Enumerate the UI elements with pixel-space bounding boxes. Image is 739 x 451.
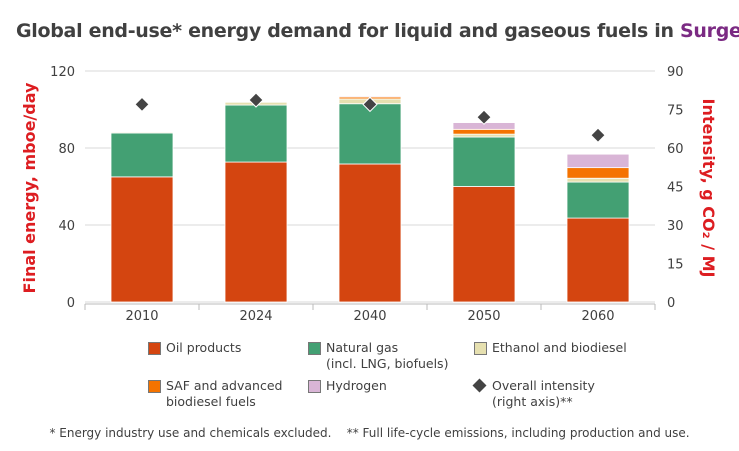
y-axis-label: Final energy, mboe/day bbox=[20, 82, 39, 294]
y-tick-label: 120 bbox=[50, 65, 75, 80]
intensity-marker bbox=[590, 127, 606, 143]
intensity-marker bbox=[248, 92, 264, 108]
legend-label: Hydrogen bbox=[326, 378, 387, 393]
bar-segment bbox=[110, 132, 174, 178]
bar-segment bbox=[566, 181, 630, 219]
legend-swatch bbox=[308, 380, 321, 393]
y-tick-label: 0 bbox=[67, 296, 75, 311]
bar-segment bbox=[224, 161, 288, 303]
bar-segment bbox=[110, 131, 174, 134]
title-scenario: Surge bbox=[680, 20, 739, 42]
x-tick-label: 2050 bbox=[467, 309, 500, 324]
y2-tick-label: 15 bbox=[667, 258, 684, 273]
legend-label: SAF and advanced biodiesel fuels bbox=[166, 378, 283, 409]
y2-tick-label: 30 bbox=[667, 219, 684, 234]
y2-tick-label: 0 bbox=[667, 296, 675, 311]
bar-segment bbox=[452, 133, 516, 138]
legend-label: Oil products bbox=[166, 340, 242, 355]
bar-segment bbox=[566, 177, 630, 183]
title-text: Global end-use* energy demand for liquid… bbox=[16, 20, 681, 42]
intensity-marker bbox=[476, 109, 492, 125]
y2-tick-label: 75 bbox=[667, 104, 684, 119]
footnote: * Energy industry use and chemicals excl… bbox=[49, 426, 690, 440]
y2-tick-label: 45 bbox=[667, 181, 684, 196]
legend-label: Natural gas (incl. LNG, biofuels) bbox=[326, 340, 449, 371]
bar-segment bbox=[338, 163, 402, 303]
y2-tick-label: 90 bbox=[667, 65, 684, 80]
legend-swatch bbox=[474, 342, 487, 355]
bar-segment bbox=[566, 153, 630, 169]
intensity-marker bbox=[362, 96, 378, 113]
y2-axis-label: Intensity, g CO₂ / MJ bbox=[699, 99, 718, 278]
bar-segment bbox=[110, 176, 174, 303]
bar-segment bbox=[452, 136, 516, 187]
bar-segment bbox=[452, 128, 516, 135]
x-tick-label: 2024 bbox=[239, 309, 272, 324]
legend-swatch bbox=[148, 380, 161, 393]
intensity-marker bbox=[134, 96, 150, 113]
legend-swatch bbox=[308, 342, 321, 355]
x-tick-label: 2040 bbox=[353, 309, 386, 324]
chart-title: Global end-use* energy demand for liquid… bbox=[16, 20, 739, 42]
bar-segment bbox=[566, 167, 630, 179]
legend-swatch bbox=[148, 342, 161, 355]
legend-label: Overall intensity (right axis)** bbox=[492, 378, 595, 409]
x-tick-label: 2010 bbox=[125, 309, 158, 324]
y-tick-label: 40 bbox=[58, 219, 75, 234]
bar-segment bbox=[452, 186, 516, 303]
x-tick-label: 2060 bbox=[581, 309, 614, 324]
y2-tick-label: 60 bbox=[667, 142, 684, 157]
bar-segment bbox=[566, 217, 630, 303]
bar-segment bbox=[338, 103, 402, 165]
bar-segment bbox=[224, 104, 288, 163]
y-tick-label: 80 bbox=[58, 142, 75, 157]
legend-label: Ethanol and biodiesel bbox=[492, 340, 627, 355]
